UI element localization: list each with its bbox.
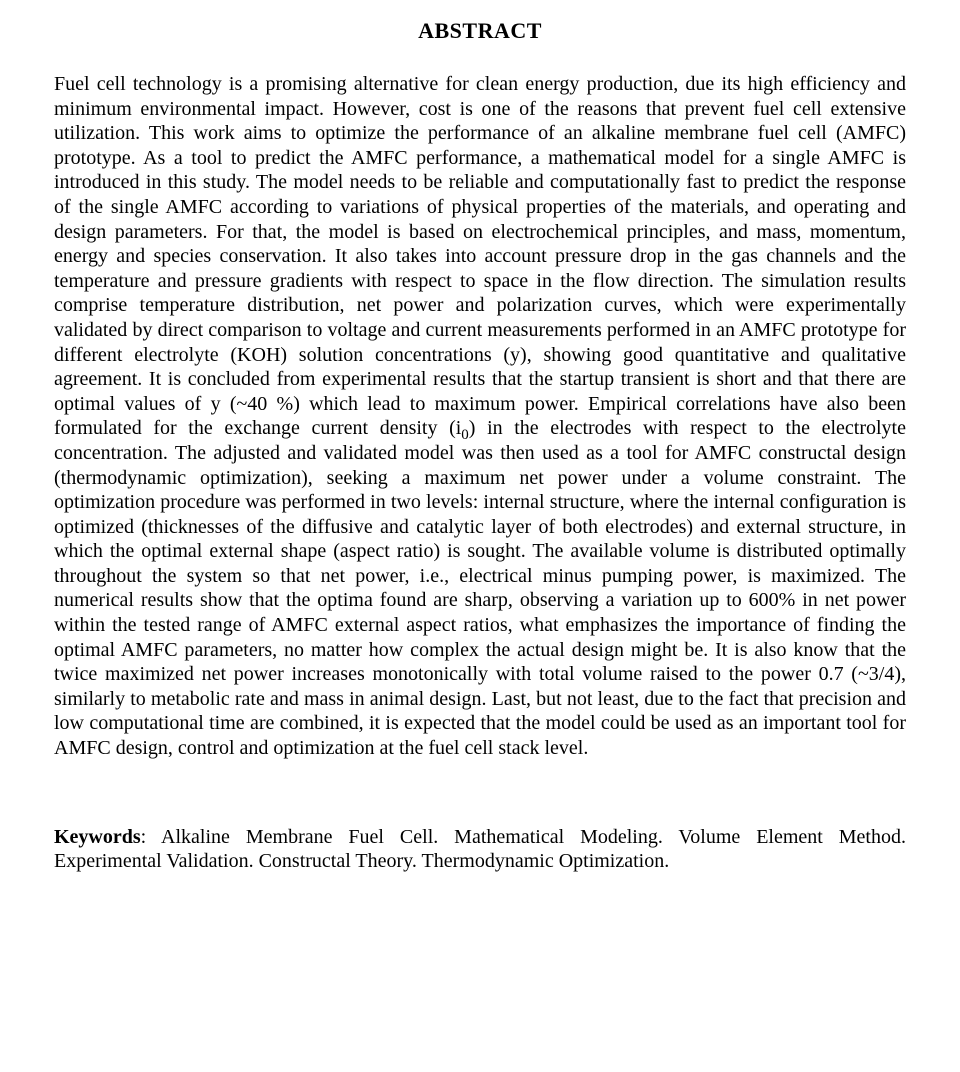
abstract-part-1: Fuel cell technology is a promising alte… xyxy=(54,73,906,439)
keywords-text: : Alkaline Membrane Fuel Cell. Mathemati… xyxy=(54,826,906,873)
abstract-part-2: ) in the electrodes with respect to the … xyxy=(54,417,906,759)
keywords-line: Keywords: Alkaline Membrane Fuel Cell. M… xyxy=(54,825,906,874)
page-title: ABSTRACT xyxy=(54,18,906,44)
keywords-label: Keywords xyxy=(54,826,141,848)
abstract-body: Fuel cell technology is a promising alte… xyxy=(54,72,906,761)
subscript-i0: 0 xyxy=(461,427,469,443)
abstract-page: ABSTRACT Fuel cell technology is a promi… xyxy=(0,0,960,914)
